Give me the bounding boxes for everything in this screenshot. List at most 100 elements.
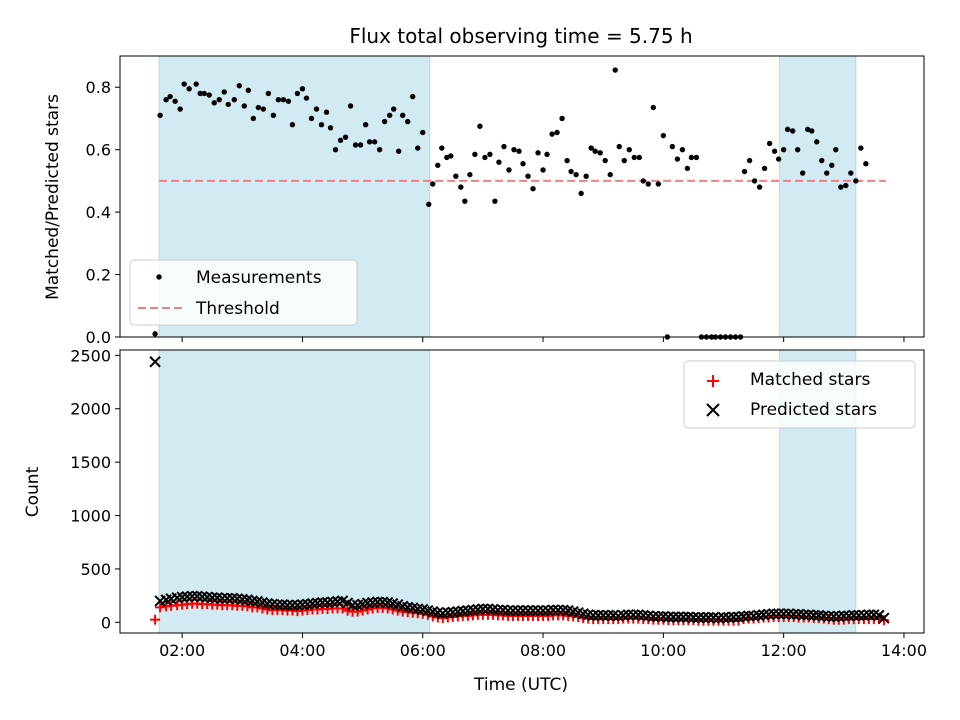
- measurement-point: [756, 184, 763, 190]
- measurement-point: [660, 132, 667, 139]
- predicted-star-point: [587, 609, 599, 622]
- predicted-stars-points: [149, 356, 890, 624]
- measurement-point: [362, 121, 369, 128]
- measurement-point: [741, 168, 748, 175]
- measurement-point: [462, 198, 468, 204]
- predicted-star-point: [627, 609, 639, 621]
- chart-title: Flux total observing time = 5.75 h: [349, 24, 692, 48]
- measurement-point: [655, 181, 662, 187]
- predicted-star-point: [371, 596, 384, 608]
- predicted-star-point: [742, 610, 755, 622]
- predicted-star-point: [823, 610, 835, 623]
- measurement-point: [400, 112, 406, 119]
- measurement-point: [206, 92, 212, 98]
- measurement-point: [858, 145, 864, 151]
- bottom-y-ticks: 0 500 1000 1500 2000 2500: [70, 346, 120, 632]
- measurement-point: [607, 171, 613, 178]
- legend-measurements-label: Measurements: [196, 268, 322, 288]
- measurement-point: [761, 165, 768, 172]
- measurement-point: [167, 93, 173, 100]
- measurement-point: [221, 89, 227, 95]
- measurement-point: [477, 123, 483, 129]
- bottom-legend-box: [683, 360, 916, 429]
- measurement-point: [559, 115, 565, 122]
- measurement-point: [303, 95, 310, 101]
- bottom-x-ticks: 02:00 04:00 06:00 08:00 10:00 12:00 14:00: [159, 633, 927, 660]
- predicted-star-point: [677, 611, 690, 623]
- measurement-point: [501, 143, 507, 150]
- measurement-point: [294, 90, 301, 97]
- measurement-point: [366, 139, 373, 145]
- predicted-star-point: [652, 610, 665, 623]
- measurement-point: [157, 112, 163, 119]
- shaded-interval-1: [158, 349, 431, 634]
- measurement-point: [405, 118, 411, 125]
- shaded-interval-2: [779, 55, 857, 338]
- measurement-point: [420, 129, 426, 136]
- predicted-star-point: [647, 610, 660, 623]
- measurement-point: [260, 106, 267, 112]
- measurement-point: [789, 128, 796, 134]
- top-panel: 0.0 0.2 0.4 0.6 0.8 Flux total observing tim…: [43, 24, 925, 347]
- measurement-point: [863, 161, 869, 167]
- measurement-point: [544, 151, 550, 158]
- measurement-point: [784, 126, 791, 133]
- top-y-ticks: 0.0 0.2 0.4 0.6 0.8: [86, 78, 120, 347]
- measurement-point: [439, 145, 445, 151]
- predicted-star-point: [797, 609, 810, 621]
- measurement-point: [626, 146, 632, 153]
- measurement-point: [255, 104, 262, 111]
- measurement-point: [492, 198, 498, 204]
- bottom-plot-frame: [119, 349, 925, 634]
- measurement-point: [332, 146, 339, 153]
- measurement-point: [376, 146, 383, 153]
- top-legend-box: [129, 259, 358, 326]
- predicted-star-point: [863, 609, 875, 621]
- measurement-point: [289, 121, 296, 128]
- measurement-point: [313, 106, 320, 112]
- measurement-point: [799, 170, 806, 176]
- measurement-point: [525, 173, 531, 179]
- measurement-point: [780, 146, 787, 153]
- bottom-x-tick-label: 04:00: [279, 641, 325, 660]
- bottom-x-tick-label: 02:00: [159, 641, 205, 660]
- measurement-point: [843, 182, 849, 189]
- measurement-point: [357, 142, 364, 148]
- bottom-x-tick-label: 10:00: [640, 641, 686, 660]
- bottom-x-tick-label: 12:00: [761, 641, 807, 660]
- measurement-point: [520, 161, 526, 167]
- measurement-point: [386, 112, 393, 119]
- predicted-star-point: [221, 592, 233, 604]
- measurement-point: [448, 153, 454, 159]
- top-y-tick-label: 0.6: [86, 141, 111, 160]
- measurement-point: [669, 143, 676, 150]
- predicted-star-point: [286, 599, 299, 611]
- bottom-y-tick-label: 0: [101, 613, 111, 632]
- measurement-point: [265, 90, 272, 97]
- bottom-y-tick-label: 1500: [70, 453, 111, 472]
- predicted-star-point: [622, 609, 634, 621]
- measurement-point: [201, 90, 207, 97]
- predicted-star-point: [502, 604, 514, 617]
- measurement-point: [415, 145, 421, 151]
- measurement-point: [771, 148, 778, 154]
- predicted-star-point: [692, 611, 705, 624]
- measurement-point: [426, 201, 432, 208]
- legend-matched-marker: [707, 375, 719, 387]
- measurement-point: [381, 118, 388, 125]
- predicted-star-point: [667, 611, 680, 623]
- predicted-star-point: [281, 599, 294, 611]
- measurement-point: [549, 131, 555, 137]
- measurement-point: [540, 167, 546, 173]
- measurement-point: [487, 151, 493, 158]
- matched-star-point: [342, 605, 353, 616]
- predicted-star-point: [186, 590, 198, 602]
- measurement-point: [453, 173, 459, 179]
- measurement-point: [280, 97, 287, 103]
- measurement-points: [152, 67, 869, 340]
- predicted-star-point: [552, 604, 564, 616]
- measurement-point: [472, 151, 478, 158]
- measurement-point: [592, 148, 598, 154]
- predicted-star-point: [777, 608, 790, 620]
- measurement-point: [766, 140, 773, 147]
